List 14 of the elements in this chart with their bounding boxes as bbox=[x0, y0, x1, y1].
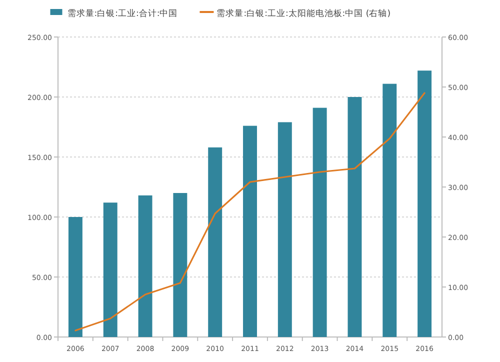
line-series bbox=[74, 92, 426, 332]
bar bbox=[208, 147, 222, 337]
bar bbox=[173, 193, 188, 337]
legend-label: 需求量:白银:工业:太阳能电池板:中国 (右轴) bbox=[216, 8, 391, 19]
bar bbox=[348, 97, 362, 337]
bar bbox=[418, 70, 432, 337]
legend-label: 需求量:白银:工业:合计:中国 bbox=[67, 8, 178, 19]
bar bbox=[103, 202, 118, 337]
bar bbox=[243, 126, 257, 337]
bar bbox=[138, 195, 152, 337]
bar bbox=[68, 217, 82, 337]
bar bbox=[382, 84, 397, 337]
bar bbox=[312, 108, 327, 337]
bar bbox=[278, 122, 292, 337]
